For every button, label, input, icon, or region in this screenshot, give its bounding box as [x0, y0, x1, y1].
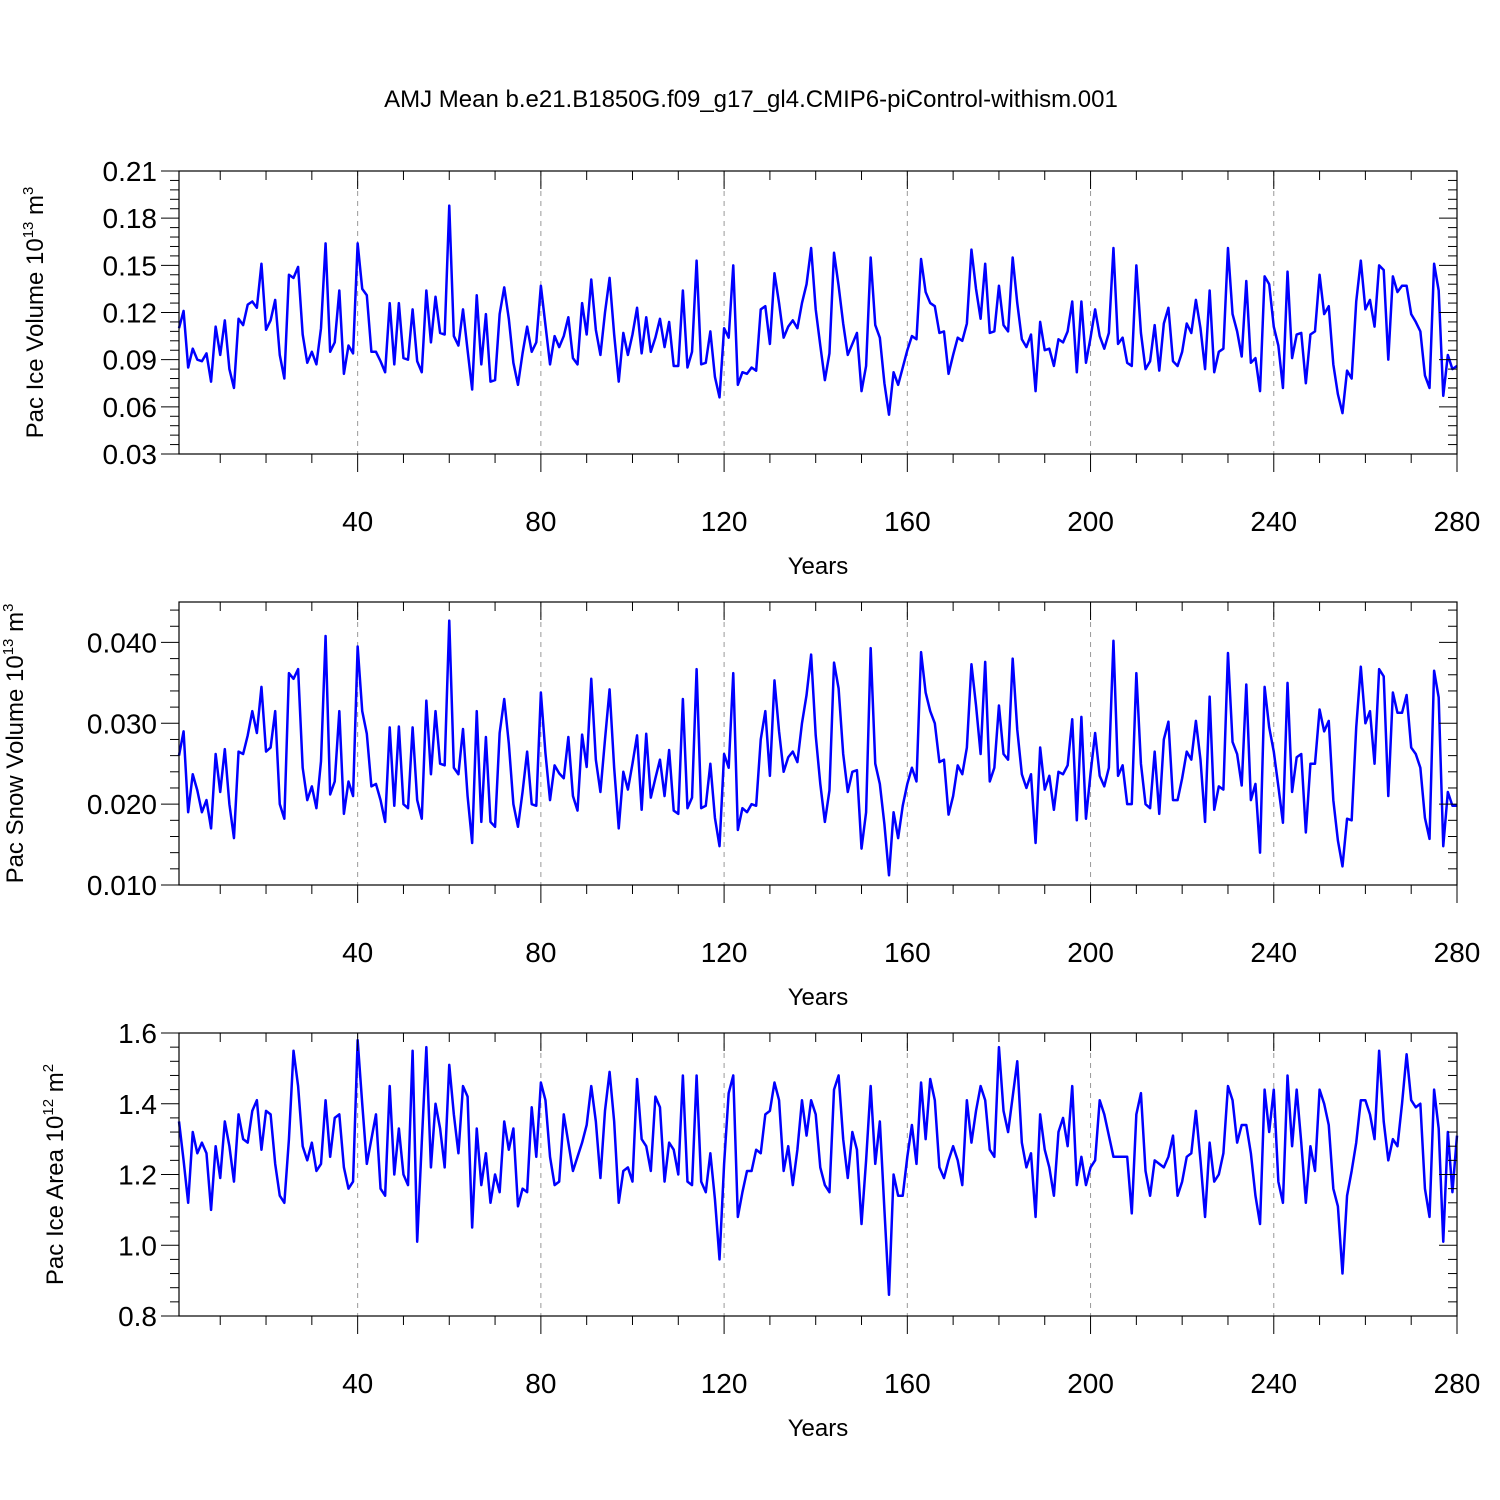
x-tick-label: 160: [884, 937, 931, 968]
chart-panel-3: 40 80 120 160 200 240 280 0.8 1.0 1.2 1.4 1.6 Years P…: [40, 1018, 1480, 1442]
x-tick-label: 80: [525, 1368, 556, 1399]
x-tick-label: 280: [1434, 937, 1481, 968]
y-axis-title: Pac Ice Volume 1013 m3: [20, 187, 49, 439]
plot-frame: [178, 170, 1458, 455]
y-tick-label: 1.0: [118, 1230, 157, 1261]
series-line: [177, 619, 1457, 877]
y-tick-label: 0.040: [87, 627, 157, 658]
y-axis-title: Pac Snow Volume 1013 m3: [0, 604, 29, 884]
y-axis-title-unit-exponent: 3: [20, 187, 37, 195]
plot-frame: [178, 1032, 1458, 1317]
y-tick-label: 0.06: [103, 392, 158, 423]
y-axis-title-unit-exponent: 2: [40, 1064, 57, 1072]
x-tick-label: 200: [1067, 506, 1114, 537]
x-tick-label: 240: [1250, 1368, 1297, 1399]
chart-panel-1: 40 80 120 160 200 240 280 0.03 0.06 0.09 0.12 0.15 0…: [20, 156, 1480, 580]
y-tick-label: 1.2: [118, 1160, 157, 1191]
x-tick-label: 160: [884, 506, 931, 537]
y-axis-title-unit: m: [42, 1072, 69, 1099]
x-tick-label: 40: [342, 1368, 373, 1399]
y-axis-title-text: Pac Ice Volume 10: [22, 238, 49, 438]
y-tick-label: 1.6: [118, 1018, 157, 1049]
y-tick-label: 0.020: [87, 789, 157, 820]
x-tick-label: 40: [342, 937, 373, 968]
x-tick-label: 240: [1250, 506, 1297, 537]
y-axis-title-exponent: 13: [20, 222, 37, 239]
x-axis-title: Years: [788, 553, 849, 580]
x-axis-title: Years: [788, 1415, 849, 1442]
x-tick-label: 160: [884, 1368, 931, 1399]
y-axis-title-unit-exponent: 3: [0, 604, 17, 612]
y-tick-label: 0.8: [118, 1301, 157, 1332]
y-tick-label: 0.030: [87, 708, 157, 739]
x-tick-label: 120: [701, 1368, 748, 1399]
x-tick-label: 80: [525, 506, 556, 537]
y-axis-title-text: Pac Snow Volume 10: [2, 655, 29, 883]
plot-frame: [178, 601, 1458, 886]
y-tick-label: 1.4: [118, 1089, 157, 1120]
x-tick-label: 280: [1434, 1368, 1481, 1399]
series-line: [177, 1038, 1459, 1297]
x-axis-title: Years: [788, 984, 849, 1011]
y-tick-label: 0.12: [103, 298, 158, 329]
y-tick-label: 0.03: [103, 439, 158, 470]
y-axis-title: Pac Ice Area 1012 m2: [40, 1064, 69, 1285]
y-axis-title-unit: m: [22, 195, 49, 222]
x-tick-label: 40: [342, 506, 373, 537]
y-axis-title-text: Pac Ice Area 10: [42, 1116, 69, 1285]
y-tick-label: 0.21: [103, 156, 158, 187]
figure-title: AMJ Mean b.e21.B1850G.f09_g17_gl4.CMIP6-…: [384, 86, 1118, 113]
x-tick-label: 200: [1067, 937, 1114, 968]
x-tick-label: 280: [1434, 506, 1481, 537]
panels: 40 80 120 160 200 240 2800.030.060.090.120.150…: [0, 156, 1480, 1442]
series-line: [177, 204, 1458, 416]
y-tick-label: 0.18: [103, 203, 158, 234]
y-axis-title-exponent: 12: [40, 1099, 57, 1116]
x-tick-label: 200: [1067, 1368, 1114, 1399]
y-tick-label: 0.010: [87, 870, 157, 901]
y-axis-title-exponent: 13: [0, 639, 17, 656]
x-tick-label: 120: [701, 937, 748, 968]
x-tick-label: 240: [1250, 937, 1297, 968]
chart-panel-2: 40 80 120 160 200 240 280 0.010 0.020 0.030 0.040 Y…: [0, 601, 1481, 1011]
x-tick-label: 120: [701, 506, 748, 537]
x-tick-label: 80: [525, 937, 556, 968]
y-tick-label: 0.09: [103, 345, 158, 376]
y-axis-title-unit: m: [2, 612, 29, 639]
y-tick-label: 0.15: [103, 250, 158, 281]
